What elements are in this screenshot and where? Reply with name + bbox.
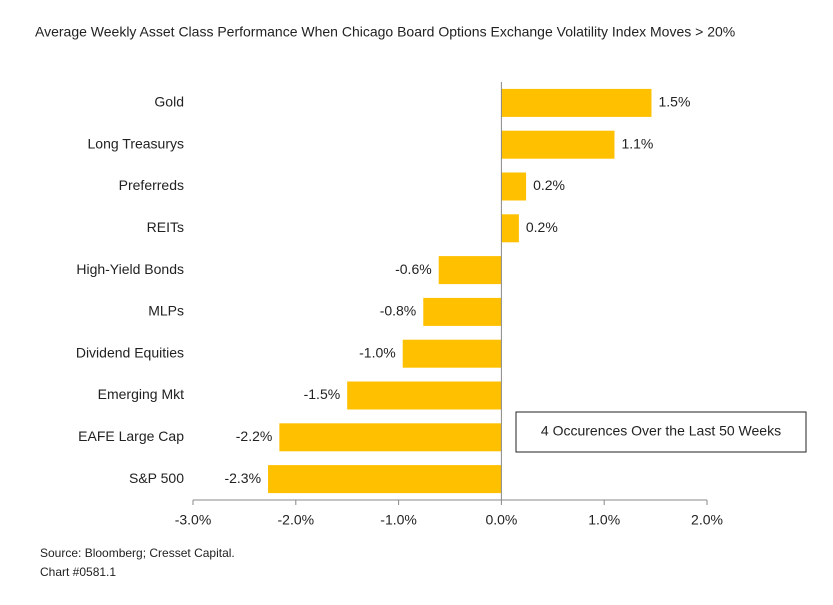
annotation-box [515, 411, 807, 453]
y-tick-label: MLPs [148, 303, 184, 319]
value-label: -2.3% [224, 470, 261, 486]
y-tick-label: EAFE Large Cap [78, 428, 184, 444]
x-tick-label: -3.0% [175, 512, 212, 528]
bar [438, 256, 502, 285]
source: Source: Bloomberg; Cresset Capital. [40, 546, 235, 560]
value-label: -1.0% [359, 344, 396, 360]
bar [501, 172, 527, 201]
x-tick-label: 1.0% [588, 512, 620, 528]
value-label: 0.2% [533, 177, 565, 193]
chart-id: Chart #0581.1 [40, 565, 116, 579]
y-tick-label: Dividend Equities [76, 344, 184, 360]
annotation: 4 Occurences Over the Last 50 Weeks [541, 423, 781, 439]
value-label: -1.5% [304, 386, 341, 402]
bar [402, 339, 502, 368]
value-label: -0.8% [380, 303, 417, 319]
chart-title: Average Weekly Asset Class Performance W… [35, 24, 735, 40]
y-tick-label: Emerging Mkt [98, 386, 184, 402]
x-tick-label: -2.0% [278, 512, 315, 528]
value-label: -2.2% [236, 428, 273, 444]
y-tick-label: Gold [154, 94, 184, 110]
x-tick-label: -1.0% [380, 512, 417, 528]
value-label: 0.2% [526, 219, 558, 235]
y-tick-label: REITs [147, 219, 184, 235]
bar [501, 130, 615, 159]
x-tick-label: 2.0% [691, 512, 723, 528]
bar [347, 381, 502, 410]
bar [501, 88, 652, 117]
value-label: 1.1% [621, 135, 653, 151]
bar [501, 214, 519, 243]
y-tick-label: Preferreds [119, 177, 184, 193]
y-tick-label: S&P 500 [129, 470, 184, 486]
bar [268, 465, 502, 494]
value-label: 1.5% [658, 94, 690, 110]
y-tick-label: Long Treasurys [88, 135, 185, 151]
x-tick-label: 0.0% [485, 512, 517, 528]
bar [279, 423, 502, 452]
bar [423, 297, 502, 326]
value-label: -0.6% [395, 261, 432, 277]
y-tick-label: High-Yield Bonds [76, 261, 184, 277]
